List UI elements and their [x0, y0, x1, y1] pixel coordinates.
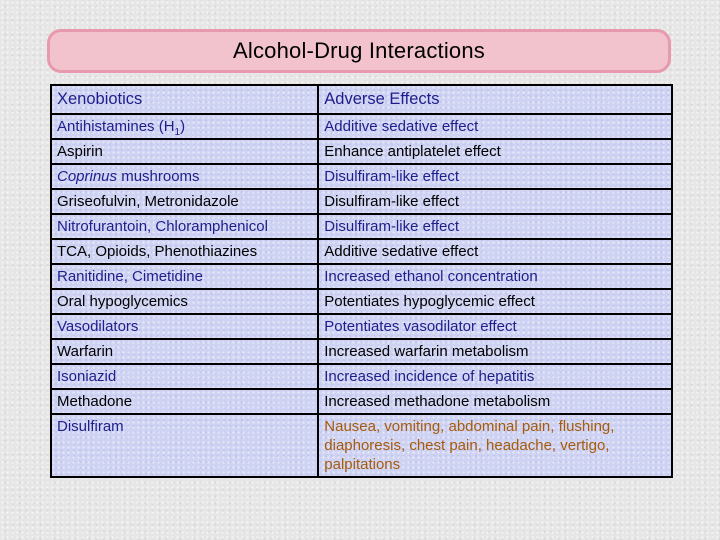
- effect-cell: Nausea, vomiting, abdominal pain, flushi…: [317, 413, 673, 478]
- table-row: Coprinus mushrooms Disulfiram-like effec…: [49, 163, 673, 190]
- drug-name: mushrooms: [117, 168, 200, 185]
- drug-cell: Methadone: [49, 388, 320, 415]
- table-row: Disulfiram Nausea, vomiting, abdominal p…: [49, 413, 673, 478]
- table-row: Warfarin Increased warfarin metabolism: [49, 338, 673, 365]
- effect-cell: Disulfiram-like effect: [317, 213, 673, 240]
- table-row: TCA, Opioids, Phenothiazines Additive se…: [49, 238, 673, 265]
- effect-cell: Increased ethanol concentration: [317, 263, 673, 290]
- drug-genus-italic: Coprinus: [57, 168, 118, 185]
- table-row: Aspirin Enhance antiplatelet effect: [49, 138, 673, 165]
- table-row: Oral hypoglycemics Potentiates hypoglyce…: [49, 288, 673, 315]
- drug-cell: Vasodilators: [49, 313, 320, 340]
- effect-cell: Additive sedative effect: [317, 113, 673, 140]
- effect-cell: Potentiates hypoglycemic effect: [317, 288, 673, 315]
- header-adverse-effects: Adverse Effects: [317, 84, 673, 115]
- drug-name-tail: ): [180, 118, 186, 135]
- table-row: Antihistamines (H1) Additive sedative ef…: [49, 113, 673, 140]
- drug-cell: Ranitidine, Cimetidine: [49, 263, 320, 290]
- effect-cell: Increased warfarin metabolism: [317, 338, 673, 365]
- effect-cell: Disulfiram-like effect: [317, 163, 673, 190]
- drug-cell: Warfarin: [49, 338, 320, 365]
- effect-cell: Increased incidence of hepatitis: [317, 363, 673, 390]
- page-title: Alcohol-Drug Interactions: [232, 38, 485, 63]
- effect-cell: Enhance antiplatelet effect: [317, 138, 673, 165]
- table-row: Ranitidine, Cimetidine Increased ethanol…: [49, 263, 673, 290]
- table-row: Isoniazid Increased incidence of hepatit…: [49, 363, 673, 390]
- table-row: Griseofulvin, Metronidazole Disulfiram-l…: [49, 188, 673, 215]
- drug-cell: Disulfiram: [49, 413, 320, 478]
- drug-cell: Griseofulvin, Metronidazole: [49, 188, 320, 215]
- interactions-table: Xenobiotics Adverse Effects Antihistamin…: [49, 84, 673, 478]
- drug-subscript: 1: [174, 127, 181, 138]
- drug-cell: TCA, Opioids, Phenothiazines: [49, 238, 320, 265]
- header-xenobiotics: Xenobiotics: [49, 84, 320, 115]
- drug-cell: Isoniazid: [49, 363, 320, 390]
- table-row: Methadone Increased methadone metabolism: [49, 388, 673, 415]
- table-row: Vasodilators Potentiates vasodilator eff…: [49, 313, 673, 340]
- drug-name: Antihistamines (H: [57, 118, 175, 135]
- table-row: Nitrofurantoin, Chloramphenicol Disulfir…: [49, 213, 673, 240]
- drug-cell: Oral hypoglycemics: [49, 288, 320, 315]
- effect-cell: Additive sedative effect: [317, 238, 673, 265]
- title-banner: Alcohol-Drug Interactions: [47, 29, 671, 73]
- effect-cell: Disulfiram-like effect: [317, 188, 673, 215]
- drug-cell: Antihistamines (H1): [49, 113, 320, 140]
- drug-cell: Nitrofurantoin, Chloramphenicol: [49, 213, 320, 240]
- table-header-row: Xenobiotics Adverse Effects: [49, 84, 673, 115]
- effect-cell: Potentiates vasodilator effect: [317, 313, 673, 340]
- drug-cell: Coprinus mushrooms: [49, 163, 320, 190]
- drug-cell: Aspirin: [49, 138, 320, 165]
- effect-cell: Increased methadone metabolism: [317, 388, 673, 415]
